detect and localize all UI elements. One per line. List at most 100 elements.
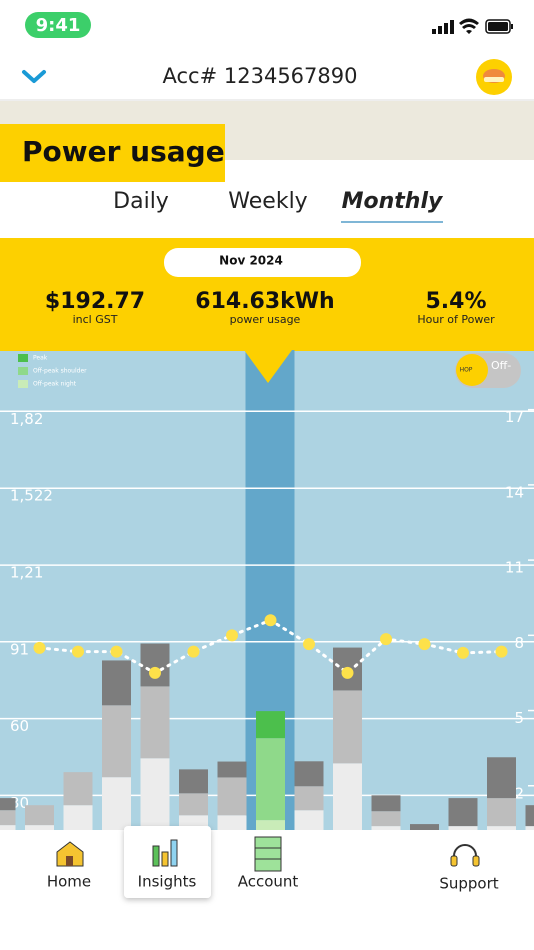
bar-segment [217,815,247,830]
bar-segment [179,793,208,816]
selection-pointer [244,350,292,383]
bar-segment [217,777,247,816]
support-icon [450,844,480,867]
bar-segment [256,820,285,830]
nav-item[interactable]: Home [47,873,91,891]
legend-swatch [18,354,28,362]
period-selector[interactable] [164,248,361,277]
bar-segment [63,805,93,830]
hop-dot [418,638,431,651]
hop-dot [264,614,277,627]
legend-swatch [18,380,28,388]
account-icon [254,836,282,872]
bar-segment [448,798,478,827]
hop-dot [380,633,392,646]
tab[interactable]: Daily [113,189,169,214]
time-pill [25,12,91,38]
legend-label: Peak [33,355,48,362]
hop-dot [149,666,161,679]
stat-value: 5.4% [425,289,486,314]
bar-segment [140,686,170,759]
bar-segment [102,705,131,778]
bar-segment [102,777,131,830]
bar-segment [371,826,401,830]
bar-segment [256,738,285,821]
nav-item[interactable]: Insights [138,873,197,891]
status-icons [432,18,513,34]
bar-segment [294,761,324,787]
stat-value: 614.63kWh [195,289,334,314]
stat-value: $192.77 [45,289,145,314]
bar-segment [333,763,362,830]
header [0,52,534,100]
bar-segment [179,769,208,794]
bar-segment [333,690,362,764]
hop-dot [341,666,354,679]
tab-bar [0,182,534,238]
y2-tick-label: 2 [514,784,524,802]
bar-segment [487,757,516,799]
hop-dot [303,638,315,651]
legend-label: Off-peak night [33,381,77,388]
bar-segment [140,643,170,687]
stat-label: power usage [230,313,301,326]
account-number: Acc# 1234567890 [163,64,358,88]
legend-label: Off-peak shoulder [33,368,87,375]
bar-segment [0,825,16,830]
hop-dot [72,645,84,658]
tab[interactable]: Monthly [342,189,444,214]
nav-item[interactable]: Account [238,873,299,891]
y-tick-label: 1,82 [10,410,43,428]
account-dropdown[interactable] [22,70,46,83]
home-icon [56,841,84,867]
bar-segment [102,660,131,706]
y2-tick-label: 11 [505,559,524,577]
bar-segment [371,795,401,812]
hop-dot [495,645,508,658]
hop-dot [226,629,238,642]
bar-segment [256,711,285,739]
bar-segment [487,826,516,830]
bar-segment [25,825,54,830]
bar-segment [63,772,93,806]
y-tick-label: 1,522 [10,487,53,505]
y-tick-label: 60 [10,717,29,735]
tab-bar-top [225,160,534,182]
bar-segment [448,826,478,830]
toggle-on: HOP [460,367,473,374]
y2-tick-label: 5 [514,709,524,727]
y-tick-label: 1,21 [10,564,43,582]
time: 9:41 [36,15,81,36]
legend-swatch [18,367,28,375]
hop-dot [187,645,200,658]
nav-item[interactable]: Support [439,875,498,893]
profile-avatar[interactable] [476,59,512,95]
y2-tick-label: 14 [505,483,524,501]
toggle-off: Off- [491,359,511,372]
y2-tick-label: 17 [505,408,524,426]
bar-segment [140,758,170,830]
hop-dot [33,641,46,654]
hop-dot [457,646,469,659]
stat-label: Hour of Power [417,313,495,326]
period: Nov 2024 [219,254,283,268]
bar-segment [0,810,16,826]
hop-toggle[interactable]: HOP Off- [455,353,521,388]
bar-segment [217,761,247,778]
hop-dot [110,645,123,658]
tab[interactable]: Weekly [228,189,307,214]
y2-tick-label: 8 [514,634,524,652]
bar-segment [525,805,534,827]
bar-segment [525,826,534,830]
section-title: Power usage [22,135,225,168]
stat-label: incl GST [73,313,118,326]
y-tick-label: 91 [10,640,29,658]
bar-segment [410,824,439,830]
section-badge [0,124,225,182]
bar-segment [294,786,324,811]
bar-segment [371,811,401,827]
bar-segment [0,798,16,811]
bar-segment [25,805,54,826]
